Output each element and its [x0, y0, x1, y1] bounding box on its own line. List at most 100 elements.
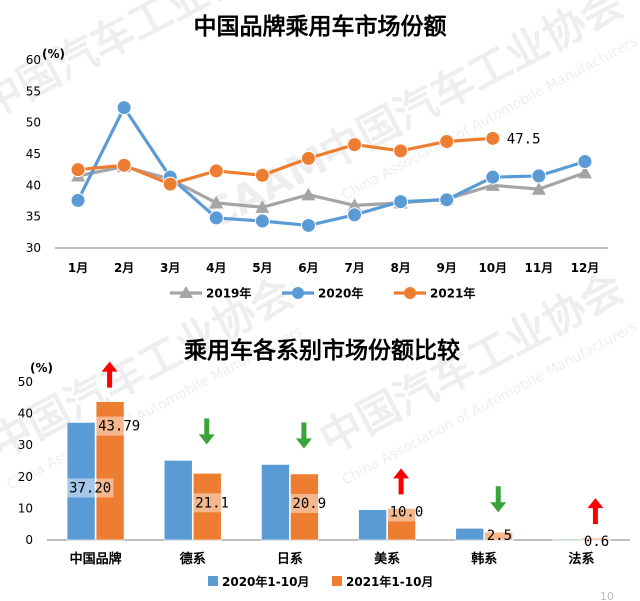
bar-2020年1-10月: [552, 538, 582, 541]
x-tick-label: 德系: [180, 551, 206, 567]
x-tick-label: 中国品牌: [70, 551, 122, 567]
arrow-up-icon: [101, 361, 118, 388]
arrow-shape: [393, 468, 410, 495]
data-point-marker: [393, 143, 409, 159]
line-chart-series: 47.5: [70, 100, 593, 233]
data-point-marker: [485, 130, 501, 146]
bar-2020年1-10月: [455, 528, 485, 541]
data-point-marker: [254, 167, 270, 183]
data-point-marker: [531, 182, 546, 195]
legend-marker: [292, 287, 304, 299]
arrow-down-icon: [490, 486, 507, 513]
x-tick-label: 1月: [68, 261, 88, 275]
data-label: 10.0: [390, 504, 424, 520]
data-label: 43.79: [98, 419, 140, 435]
data-point-marker: [439, 133, 455, 149]
y-tick-label: 10: [18, 501, 33, 515]
bar-chart-legend: 2020年1-10月 2021年1-10月: [208, 574, 433, 589]
legend-marker: [404, 287, 416, 299]
x-tick-label: 10月: [478, 261, 507, 275]
data-label: 21.1: [195, 495, 229, 511]
data-label-bg: [193, 493, 232, 513]
arrow-shape: [101, 361, 118, 388]
line-chart-title: 中国品牌乘用车市场份额: [194, 13, 447, 40]
arrow-up-icon: [393, 468, 410, 495]
bar-2020年1-10月: [66, 422, 96, 541]
data-point-marker: [347, 137, 363, 153]
y-tick-label: 40: [18, 407, 33, 421]
data-point-marker: [209, 195, 224, 209]
series-line-2019年: [77, 164, 586, 209]
bar-2020年1-10月: [163, 460, 193, 541]
bar-2020年1-10月: [261, 464, 290, 541]
legend-marker: [179, 286, 193, 298]
legend-label: 2021年1-10月: [346, 574, 433, 589]
legend-swatch: [208, 576, 218, 586]
arrow-shape: [490, 486, 507, 513]
x-tick-label: 12月: [571, 261, 600, 275]
x-tick-label: 美系: [374, 551, 400, 567]
y-tick-label: 50: [26, 116, 41, 130]
data-label-bg: [96, 416, 143, 436]
data-point-marker: [162, 176, 178, 192]
y-tick-label: 35: [26, 210, 41, 224]
data-point-marker: [254, 213, 270, 229]
series-line-2021年: [77, 136, 493, 186]
arrow-shape: [587, 498, 604, 525]
legend-swatch: [332, 576, 342, 586]
bar-2021年1-10月: [192, 473, 222, 541]
arrow-up-icon: [587, 498, 604, 525]
arrow-shape: [295, 422, 312, 449]
legend-label: 2021年: [430, 286, 475, 301]
data-point-marker: [485, 169, 501, 185]
data-label-bg: [290, 493, 329, 513]
data-point-marker: [301, 187, 316, 201]
data-label: 0.6: [584, 534, 609, 550]
data-point-marker: [116, 100, 132, 116]
data-point-marker: [70, 192, 86, 208]
data-label: 47.5: [507, 131, 541, 147]
data-point-marker: [208, 163, 224, 179]
data-point-marker: [577, 154, 593, 170]
bar-2021年1-10月: [484, 531, 514, 541]
x-tick-label: 日系: [277, 551, 303, 567]
data-point-marker: [347, 207, 363, 223]
y-tick-label: 50: [18, 375, 33, 389]
legend-label: 2019年: [206, 286, 251, 301]
x-tick-label: 4月: [206, 261, 226, 275]
y-tick-label: 60: [26, 53, 41, 67]
bar-chart-title: 乘用车各系别市场份额比较: [183, 337, 460, 364]
line-chart-y-unit: (%): [42, 47, 65, 61]
x-tick-label: 3月: [160, 261, 180, 275]
data-point-marker: [439, 192, 455, 208]
line-chart: 中国品牌乘用车市场份额 (%) 30 35 40 45 50 55 60 1月 2月 3月 4月 5月…: [26, 13, 608, 301]
bar-chart-axes: 0 10 20 30 40 50 中国品牌 德系 日系 美系 韩系 法系: [18, 375, 630, 567]
arrow-shape: [198, 418, 215, 445]
data-point-marker: [300, 217, 316, 233]
x-tick-label: 5月: [252, 261, 272, 275]
series-line-2020年: [76, 106, 586, 228]
y-tick-label: 20: [18, 470, 33, 484]
bar-2020年1-10月: [358, 509, 387, 541]
x-tick-label: 9月: [437, 261, 457, 275]
line-chart-axes: 30 35 40 45 50 55 60 1月 2月 3月 4月 5月 6月 7月 8月 9月 10月 11月 12…: [26, 53, 608, 275]
bar-chart-bars: 37.20 43.79 21.1 20.9 10.0 2.5 0.6: [66, 361, 612, 552]
y-tick-label: 30: [18, 438, 33, 452]
y-tick-label: 55: [26, 84, 41, 98]
arrow-down-icon: [198, 418, 215, 445]
data-label: 20.9: [292, 496, 326, 512]
data-point-marker: [70, 162, 86, 178]
bar-chart-y-unit: (%): [30, 361, 53, 375]
x-tick-label: 韩系: [471, 551, 497, 567]
x-tick-label: 法系: [568, 551, 594, 567]
line-chart-legend: 2019年 2020年 2021年: [170, 286, 475, 301]
data-point-marker: [531, 168, 547, 184]
data-label: 2.5: [487, 528, 512, 544]
y-tick-label: 0: [25, 533, 33, 547]
data-label: 37.20: [69, 480, 111, 496]
data-point-marker: [208, 210, 224, 226]
bar-2021年1-10月: [387, 508, 416, 541]
x-tick-label: 6月: [298, 261, 318, 275]
bar-2021年1-10月: [290, 473, 319, 541]
